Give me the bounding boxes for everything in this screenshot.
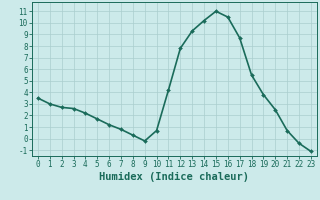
X-axis label: Humidex (Indice chaleur): Humidex (Indice chaleur): [100, 172, 249, 182]
